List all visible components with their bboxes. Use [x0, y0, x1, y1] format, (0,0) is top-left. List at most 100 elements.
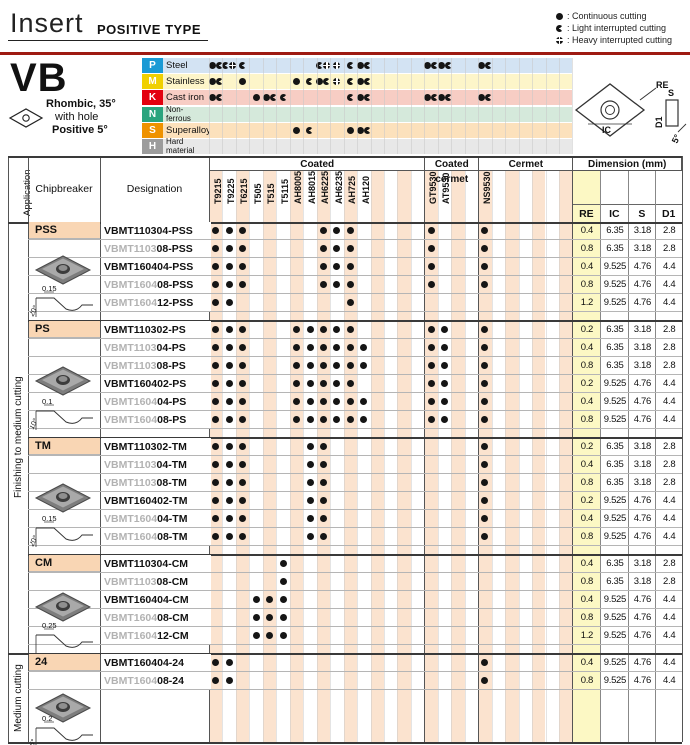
grade-dot-AH725: [346, 281, 354, 288]
grade-grid-line: [235, 171, 237, 742]
grade-dot-T9225: [225, 326, 233, 333]
dim-value-RE: 0.4: [580, 657, 594, 668]
dim-value-IC: 6.35: [606, 576, 624, 587]
grade-dot-NS9530: [481, 227, 489, 234]
continuous-symbol: [424, 94, 432, 102]
row-separator: [28, 527, 682, 528]
continuous-symbol: [208, 78, 216, 86]
designation-cell: VBMT160404-PSS: [101, 258, 211, 275]
grade-dot-AH6235: [333, 227, 341, 234]
grade-column-stripe: [558, 171, 573, 742]
grade-dot-T9225: [225, 461, 233, 468]
designation-header: Designation: [126, 183, 183, 195]
material-cell-p-T9215: [208, 58, 223, 73]
light-interrupted-symbol: [346, 78, 354, 86]
dim-value-S: 4.76: [633, 513, 652, 524]
row-separator: [28, 392, 682, 393]
grade-grid-line: [464, 171, 466, 742]
grade-dot-T9225: [225, 479, 233, 486]
chipbreaker-profile-TM: 0.15 20°: [30, 516, 93, 548]
row-separator: [28, 293, 682, 294]
grade-dot-T6215: [239, 515, 247, 522]
designation-cell: VBMT1103 04-TM: [101, 456, 211, 473]
material-badge-m: M: [142, 74, 163, 90]
light-interrupted-symbol: [363, 94, 371, 102]
designation-cell: VBMT1604 12-PSS: [101, 294, 211, 311]
insert-photo-CM: [34, 592, 92, 622]
grade-dot-T9215: [212, 245, 220, 252]
dim-value-RE: 0.4: [580, 513, 594, 524]
grade-dot-T9225: [225, 344, 233, 351]
grade-dot-NS9530: [481, 326, 489, 333]
continuous-symbol: [477, 94, 485, 102]
grade-dot-AH6225: [319, 497, 327, 504]
designation-cell: VBMT110304-CM: [101, 555, 211, 572]
dim-value-IC: 6.35: [606, 477, 624, 488]
material-grid-line: [545, 58, 547, 155]
dim-value-S: 4.76: [633, 279, 652, 290]
table-bottom-border: [8, 742, 682, 744]
grade-dot-T505: [252, 596, 260, 603]
designation-text: 08-CM: [156, 575, 189, 588]
designation-text: 08-PSS: [157, 278, 194, 291]
red-rule: [0, 52, 690, 55]
light-interrupted-symbol: [215, 78, 223, 86]
designation-cell: VBMT160402-PS: [101, 375, 211, 392]
grade-dot-T9215: [212, 443, 220, 450]
material-grid-line: [316, 58, 318, 155]
material-cell-p-AH6225: [316, 58, 331, 73]
dim-value-RE: 0.8: [580, 243, 594, 254]
light-interrupted-symbol: [239, 62, 247, 70]
designation-cell: VBMT160404-CM: [101, 591, 211, 608]
material-cell-k-AH725: [344, 90, 357, 105]
dim-value-S: 4.76: [633, 675, 652, 686]
block-boundary: [28, 653, 682, 655]
rhombic-insert-icon: [8, 108, 44, 128]
grade-column-stripe: [289, 171, 304, 742]
row-separator: [28, 239, 682, 240]
grade-dot-NS9530: [481, 416, 489, 423]
insert-photo-PSS: [34, 255, 92, 285]
material-grid-line: [424, 58, 426, 155]
designation-cell: VBMT110302-PS: [101, 321, 211, 338]
grade-dot-NS9530: [481, 398, 489, 405]
grade-dot-AH725: [346, 416, 354, 423]
dim-value-IC: 9.525: [603, 495, 627, 506]
chipbreaker-profile-PSS: 0.15 20°: [30, 286, 93, 318]
designation-text: VBMT160404-24: [104, 656, 184, 669]
chipbreaker-label-PSS: PSS: [29, 222, 100, 239]
grade-dot-GT9530: [427, 263, 435, 270]
grade-dot-T505: [252, 632, 260, 639]
grade-dot-T6215: [239, 461, 247, 468]
continuous-symbol: [356, 94, 364, 102]
light-interrupted-symbol: [279, 94, 287, 102]
row-separator: [28, 311, 682, 312]
material-grid-line: [410, 58, 412, 155]
dim-value-S: 4.76: [633, 630, 652, 641]
dim-value-RE: 0.4: [580, 342, 594, 353]
grade-dot-AT9530: [441, 416, 449, 423]
grade-dot-T6215: [239, 416, 247, 423]
light-interrupted-symbol: [484, 94, 492, 102]
insert-photo-24: [34, 693, 92, 723]
designation-text: 08-CM: [157, 611, 189, 624]
material-grid-line: [397, 58, 399, 155]
application-group-label: Finishing to medium cutting: [13, 376, 24, 499]
grade-dot-T9225: [225, 281, 233, 288]
designation-text: 08-TM: [156, 476, 187, 489]
grade-dot-AH6235: [333, 416, 341, 423]
material-cell-m-AH8015: [303, 74, 316, 89]
grade-grid-line: [437, 171, 439, 742]
chipbreaker-profile-PS: 0.1 10°: [30, 399, 93, 431]
grade-dot-AH6225: [319, 398, 327, 405]
dim-value-RE: 1.2: [580, 630, 594, 641]
dim-value-D1: 2.8: [663, 576, 676, 587]
grade-dot-AH6225: [319, 443, 327, 450]
grade-dot-T6215: [239, 227, 247, 234]
grade-dot-GT9530: [427, 281, 435, 288]
grade-dot-NS9530: [481, 497, 489, 504]
dim-value-D1: 2.8: [663, 441, 676, 452]
grade-dot-T9225: [225, 299, 233, 306]
dim-value-IC: 9.525: [603, 261, 627, 272]
grade-dot-T515: [266, 614, 274, 621]
